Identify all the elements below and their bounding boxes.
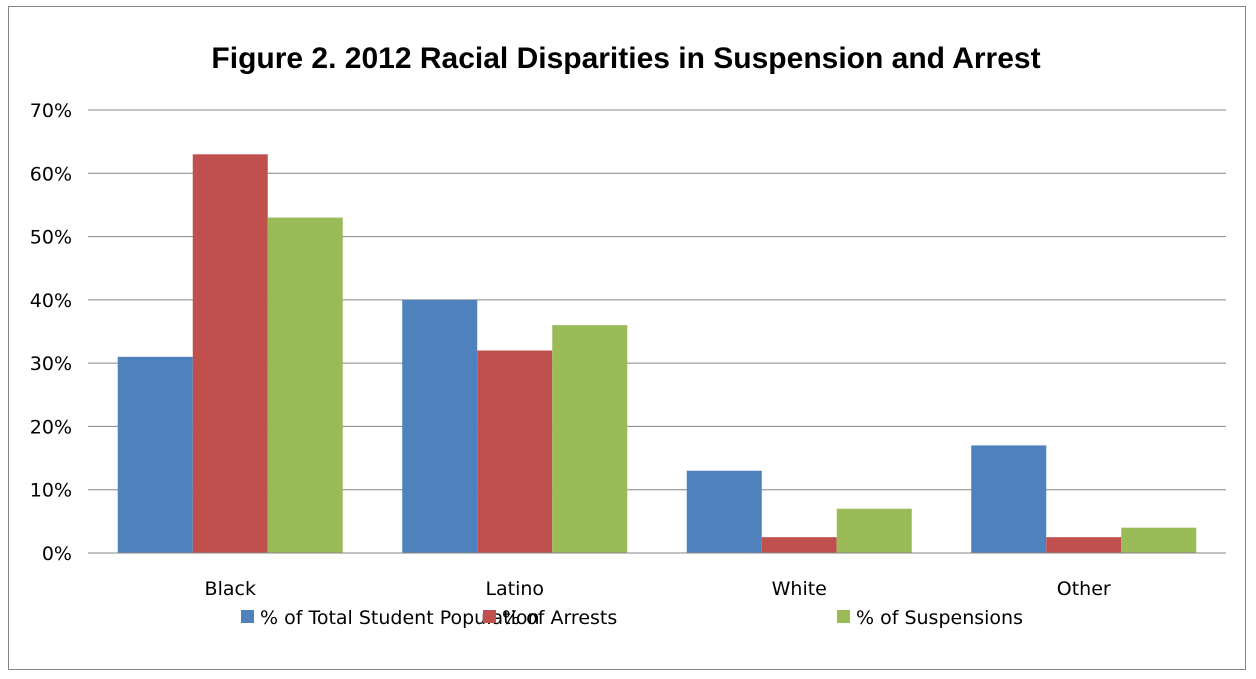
legend-swatch xyxy=(483,610,496,623)
bar-black-series-2 xyxy=(192,154,268,554)
y-tick-label: 20% xyxy=(30,416,72,438)
x-axis-ticks: Black Latino White Other xyxy=(205,578,1111,600)
y-tick-label: 0% xyxy=(42,543,72,565)
bar-white-series-3 xyxy=(836,508,912,553)
y-tick-label: 10% xyxy=(30,480,72,502)
bar-latino-series-1 xyxy=(402,299,478,553)
bar-other-series-2 xyxy=(1046,537,1122,553)
y-tick-label: 50% xyxy=(30,227,72,249)
x-tick-label: Black xyxy=(205,578,256,600)
y-tick-label: 70% xyxy=(30,100,72,122)
legend-swatch xyxy=(837,610,850,623)
legend-label: % of Arrests xyxy=(502,607,617,629)
x-tick-label: White xyxy=(772,578,827,600)
bars xyxy=(117,154,1197,554)
legend-label: % of Suspensions xyxy=(856,607,1023,629)
legend-label: % of Total Student Population xyxy=(260,607,540,629)
bar-black-series-3 xyxy=(267,217,343,554)
x-tick-label: Latino xyxy=(485,578,544,600)
y-tick-label: 60% xyxy=(30,163,72,185)
y-tick-label: 30% xyxy=(30,353,72,375)
bar-latino-series-2 xyxy=(477,350,553,553)
y-axis-ticks: 0% 10% 20% 30% 40% 50% 60% 70% xyxy=(30,100,72,565)
y-tick-label: 40% xyxy=(30,290,72,312)
bar-white-series-1 xyxy=(686,470,762,553)
legend: % of Total Student Population% of Arrest… xyxy=(241,607,1023,629)
x-tick-label: Other xyxy=(1057,578,1111,600)
bar-other-series-3 xyxy=(1121,527,1197,553)
bar-black-series-1 xyxy=(117,356,193,553)
chart-title: Figure 2. 2012 Racial Disparities in Sus… xyxy=(211,42,1040,75)
bar-latino-series-3 xyxy=(552,325,628,553)
legend-swatch xyxy=(241,610,254,623)
bar-white-series-2 xyxy=(761,537,837,553)
bar-other-series-1 xyxy=(971,445,1047,553)
